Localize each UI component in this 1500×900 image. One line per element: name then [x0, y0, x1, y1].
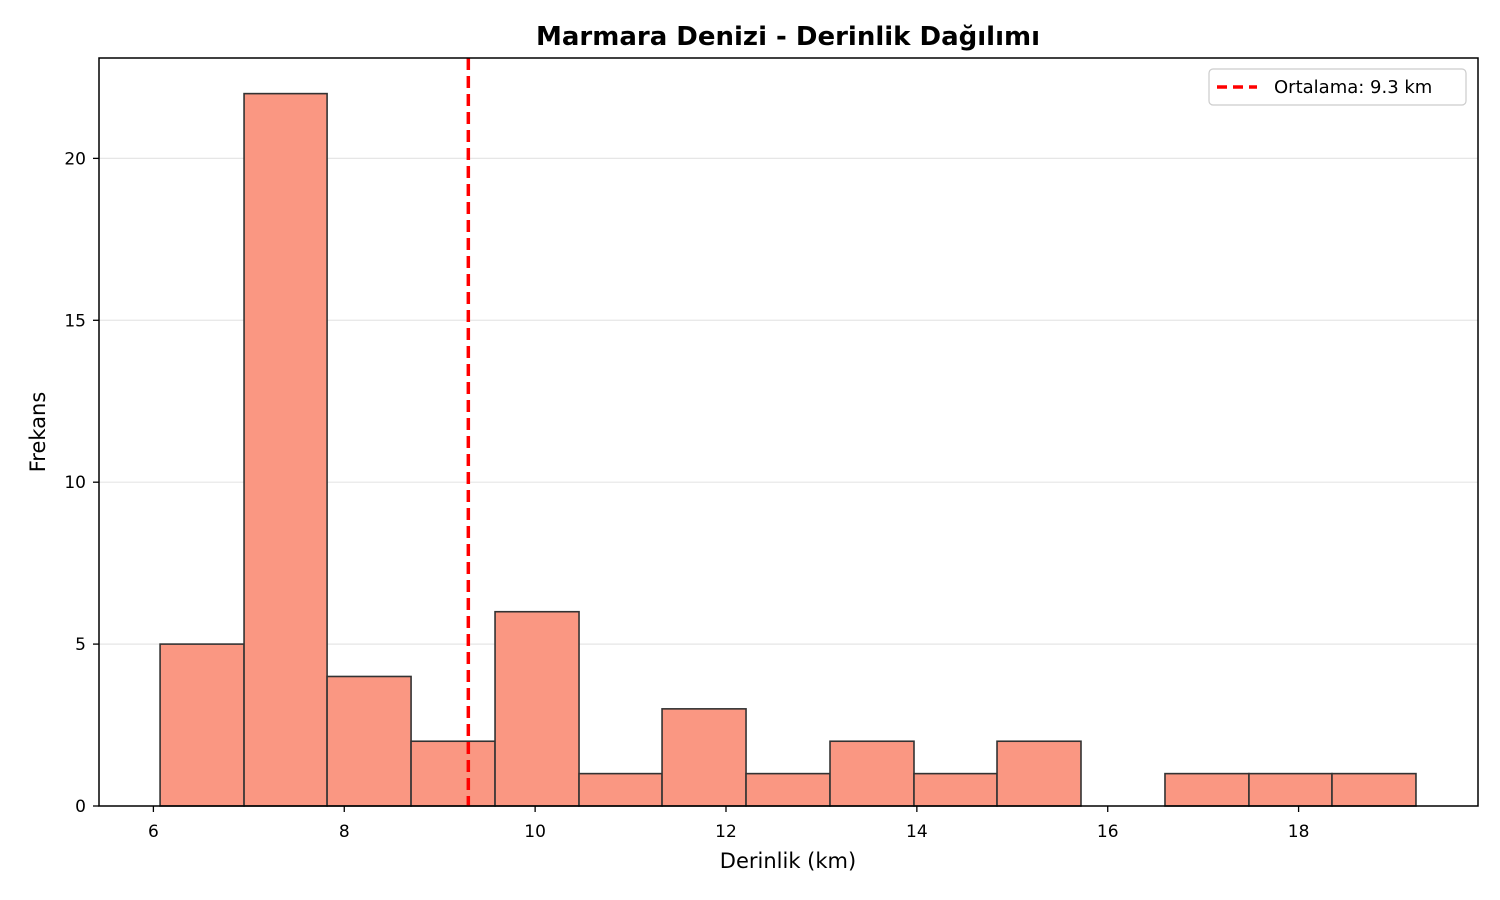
y-tick-label-1: 5 — [75, 635, 86, 655]
histogram-bar-1 — [243, 92, 328, 807]
legend-entry-mean: Ortalama: 9.3 km — [1274, 77, 1432, 98]
x-axis-ticks: 6 8 10 12 14 16 18 — [148, 806, 1309, 842]
histogram-bar-8 — [829, 740, 915, 807]
y-axis-label: Frekans — [26, 392, 50, 473]
x-tick-label-0: 6 — [148, 822, 159, 842]
y-tick-label-4: 20 — [64, 149, 86, 169]
chart-title: Marmara Denizi - Derinlik Dağılımı — [536, 22, 1040, 52]
histogram-bar-6 — [661, 708, 747, 807]
plot-frame — [98, 57, 1479, 807]
gridlines — [99, 157, 1478, 645]
x-tick-label-4: 14 — [906, 822, 928, 842]
x-tick-label-1: 8 — [339, 822, 350, 842]
histogram-bar-5 — [578, 772, 663, 807]
histogram-bar-9 — [913, 772, 998, 807]
histogram-bar-10 — [996, 740, 1082, 807]
x-tick-label-2: 10 — [524, 822, 546, 842]
y-tick-label-0: 0 — [75, 797, 86, 817]
legend: Ortalama: 9.3 km — [1208, 68, 1467, 106]
histogram-bar-13 — [1248, 772, 1333, 807]
histogram-bar-7 — [745, 772, 831, 807]
histogram-bar-12 — [1164, 772, 1250, 807]
y-tick-label-2: 10 — [64, 473, 86, 493]
y-tick-label-3: 15 — [64, 311, 86, 331]
histogram-bar-2 — [326, 675, 412, 807]
y-axis-ticks: 0 5 10 15 20 — [64, 149, 99, 817]
histogram-bar-14 — [1331, 772, 1417, 807]
histogram-bar-0 — [159, 643, 245, 807]
histogram-bar-4 — [494, 610, 580, 807]
histogram-bars — [159, 92, 1417, 807]
x-tick-label-3: 12 — [715, 822, 737, 842]
histogram-bar-3 — [410, 740, 496, 807]
legend-box — [1208, 68, 1467, 106]
x-tick-label-5: 16 — [1097, 822, 1119, 842]
x-tick-label-6: 18 — [1288, 822, 1310, 842]
x-axis-label: Derinlik (km) — [720, 849, 856, 873]
